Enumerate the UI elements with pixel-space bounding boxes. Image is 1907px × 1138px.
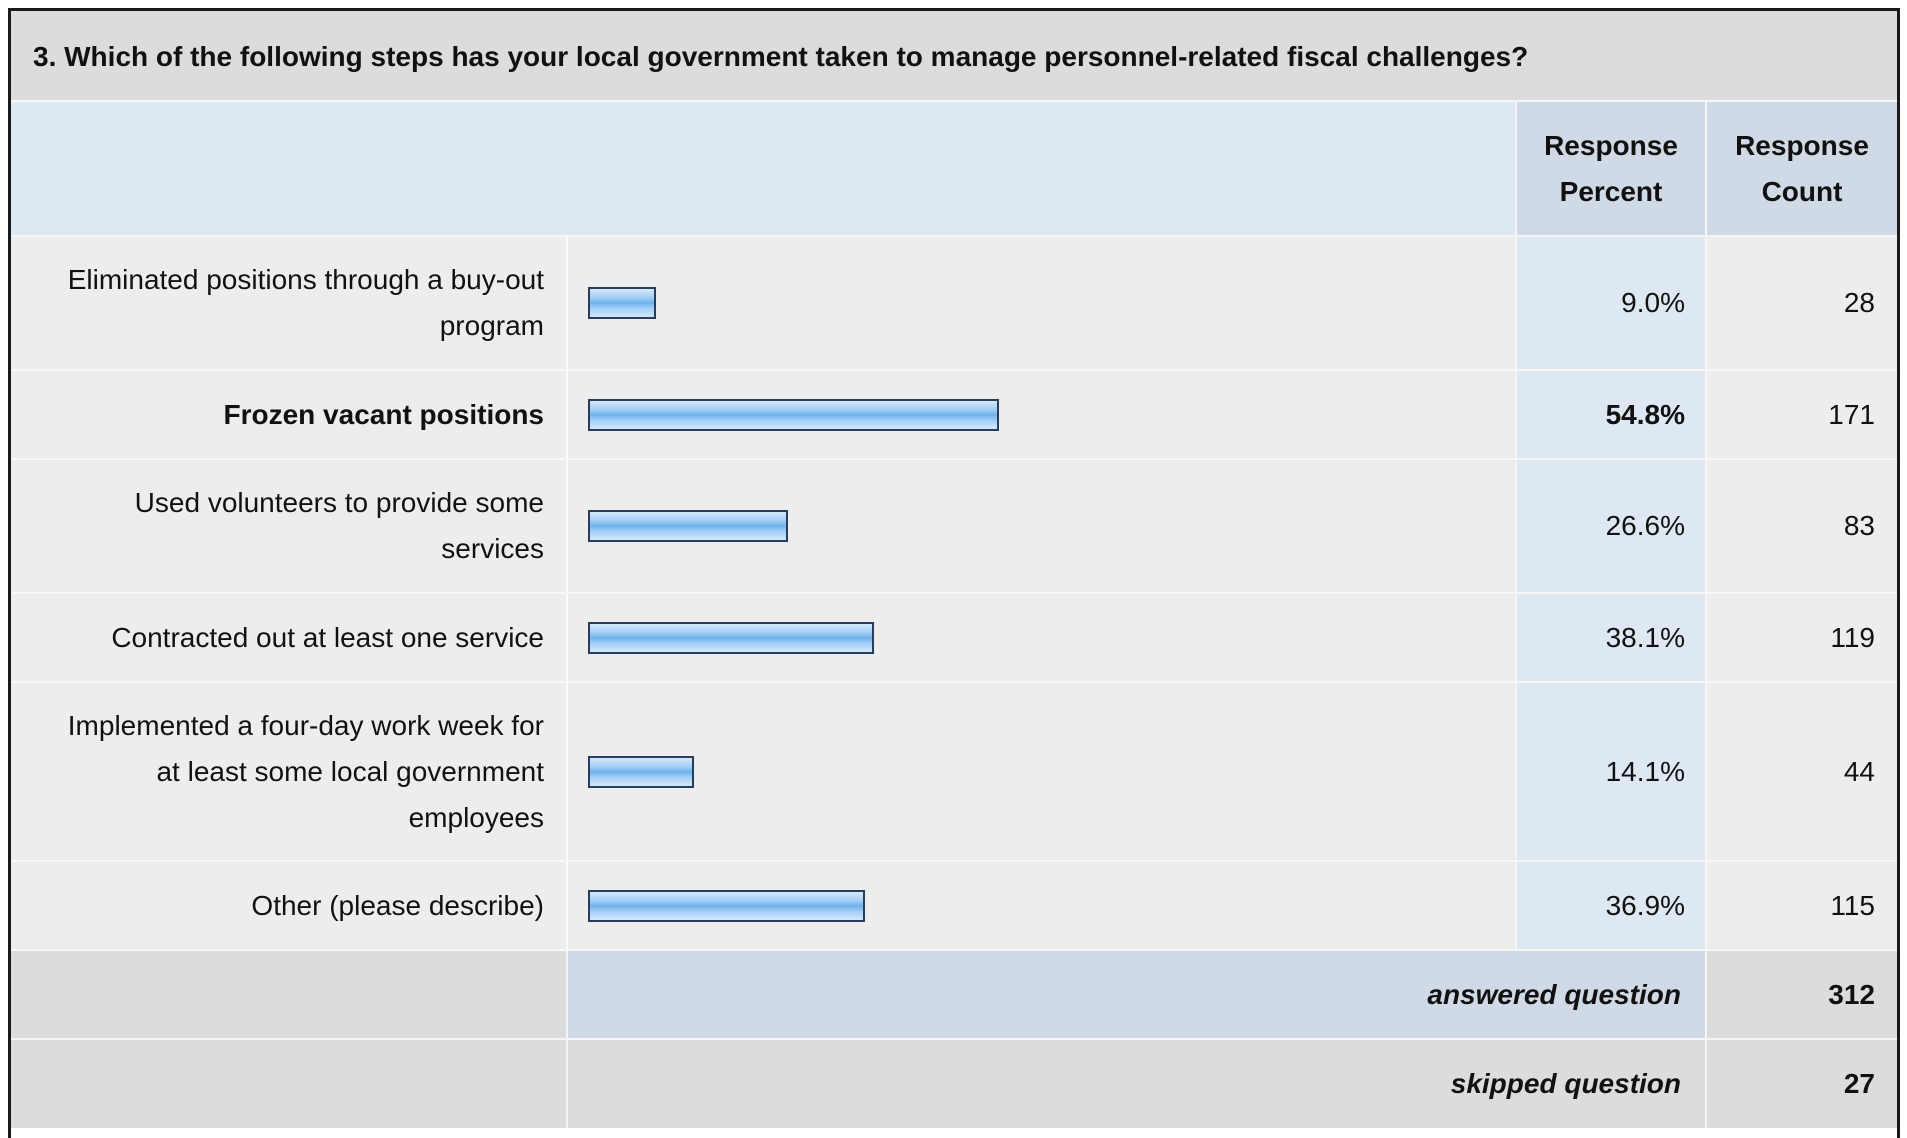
answer-row: Implemented a four-day work week for at … bbox=[11, 682, 1897, 862]
header-response-count: Response Count bbox=[1705, 102, 1897, 237]
header-percent-line2: Percent bbox=[1559, 175, 1663, 207]
header-percent-line1: Response bbox=[1544, 129, 1678, 161]
answer-row: Contracted out at least one service 38.1%… bbox=[11, 593, 1897, 683]
answer-label: Other (please describe) bbox=[11, 861, 568, 951]
header-blank bbox=[11, 102, 1516, 237]
response-percent: 54.8% bbox=[1515, 370, 1706, 460]
answer-label: Contracted out at least one service bbox=[11, 593, 568, 683]
response-percent: 38.1% bbox=[1515, 593, 1706, 683]
table-header-row: Response Percent Response Count bbox=[11, 102, 1897, 237]
answer-row: Frozen vacant positions 54.8% 171 bbox=[11, 370, 1897, 460]
answer-label: Eliminated positions through a buy-out p… bbox=[11, 236, 568, 371]
skipped-question-label: skipped question bbox=[567, 1039, 1706, 1128]
response-bar bbox=[588, 889, 865, 922]
bar-cell bbox=[567, 593, 1516, 683]
response-table: Response Percent Response Count Eliminat… bbox=[11, 102, 1897, 1128]
answer-row: Other (please describe) 36.9% 115 bbox=[11, 861, 1897, 951]
response-count: 83 bbox=[1705, 459, 1897, 594]
response-bar bbox=[588, 398, 999, 431]
response-bar bbox=[588, 755, 694, 788]
response-count: 115 bbox=[1705, 861, 1897, 951]
answer-row: Eliminated positions through a buy-out p… bbox=[11, 236, 1897, 371]
response-count: 28 bbox=[1705, 236, 1897, 371]
skipped-question-row: skipped question 27 bbox=[11, 1039, 1897, 1128]
answer-row: Used volunteers to provide some services… bbox=[11, 459, 1897, 594]
response-count: 44 bbox=[1705, 682, 1897, 862]
response-percent: 36.9% bbox=[1515, 861, 1706, 951]
question-title: 3. Which of the following steps has your… bbox=[11, 11, 1897, 102]
answer-label: Used volunteers to provide some services bbox=[11, 459, 568, 594]
skipped-question-value: 27 bbox=[1705, 1039, 1897, 1128]
response-count: 119 bbox=[1705, 593, 1897, 683]
answered-question-label: answered question bbox=[567, 950, 1706, 1040]
header-count-line2: Count bbox=[1761, 175, 1843, 207]
response-percent: 14.1% bbox=[1515, 682, 1706, 862]
answered-question-row: answered question 312 bbox=[11, 950, 1897, 1040]
response-percent: 26.6% bbox=[1515, 459, 1706, 594]
bar-cell bbox=[567, 370, 1516, 460]
bar-cell bbox=[567, 459, 1516, 594]
header-response-percent: Response Percent bbox=[1515, 102, 1706, 237]
response-bar bbox=[588, 510, 788, 542]
response-bar bbox=[588, 287, 656, 319]
response-bar bbox=[588, 621, 874, 654]
bar-cell bbox=[567, 682, 1516, 862]
footer-blank bbox=[11, 950, 568, 1040]
survey-question-panel: 3. Which of the following steps has your… bbox=[8, 8, 1900, 1138]
header-count-line1: Response bbox=[1735, 129, 1869, 161]
answered-question-value: 312 bbox=[1705, 950, 1897, 1040]
answer-label: Implemented a four-day work week for at … bbox=[11, 682, 568, 862]
bar-cell bbox=[567, 861, 1516, 951]
response-percent: 9.0% bbox=[1515, 236, 1706, 371]
response-count: 171 bbox=[1705, 370, 1897, 460]
answer-label: Frozen vacant positions bbox=[11, 370, 568, 460]
footer-blank bbox=[11, 1039, 568, 1128]
bar-cell bbox=[567, 236, 1516, 371]
